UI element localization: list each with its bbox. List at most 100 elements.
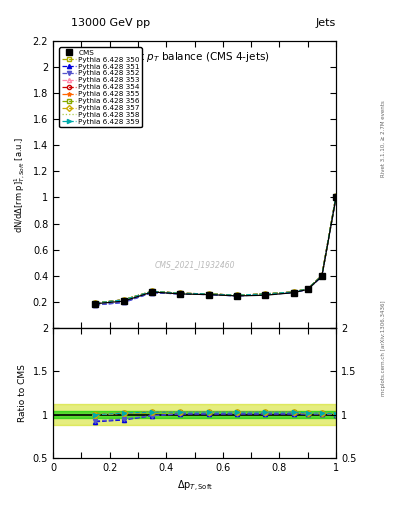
Pythia 6.428 356	[206, 291, 211, 297]
Pythia 6.428 350	[291, 289, 296, 295]
Pythia 6.428 357	[291, 289, 296, 295]
Line: Pythia 6.428 352: Pythia 6.428 352	[94, 196, 338, 307]
Pythia 6.428 351	[334, 195, 338, 201]
Pythia 6.428 358	[305, 286, 310, 292]
Pythia 6.428 351	[93, 302, 98, 308]
Pythia 6.428 354	[305, 286, 310, 292]
Pythia 6.428 355	[263, 291, 268, 297]
CMS	[121, 298, 126, 304]
CMS	[93, 301, 98, 307]
Pythia 6.428 352	[178, 291, 183, 297]
Pythia 6.428 355	[235, 292, 239, 298]
Pythia 6.428 358	[235, 292, 239, 298]
Pythia 6.428 352	[206, 291, 211, 297]
Pythia 6.428 354	[178, 290, 183, 296]
Pythia 6.428 352	[235, 293, 239, 299]
Pythia 6.428 352	[305, 286, 310, 292]
Pythia 6.428 359	[263, 291, 268, 297]
Pythia 6.428 356	[121, 297, 126, 303]
Pythia 6.428 357	[320, 272, 324, 279]
Pythia 6.428 352	[291, 290, 296, 296]
Pythia 6.428 353	[93, 300, 98, 306]
CMS	[320, 273, 324, 280]
Pythia 6.428 356	[93, 300, 98, 306]
CMS	[263, 292, 268, 298]
Pythia 6.428 359	[206, 291, 211, 297]
Text: CMS_2021_I1932460: CMS_2021_I1932460	[154, 260, 235, 269]
Pythia 6.428 355	[121, 297, 126, 303]
Line: Pythia 6.428 357: Pythia 6.428 357	[94, 194, 338, 305]
Text: mcplots.cern.ch [arXiv:1306.3436]: mcplots.cern.ch [arXiv:1306.3436]	[381, 301, 386, 396]
Pythia 6.428 358	[263, 291, 268, 297]
Text: Dijet $p_T$ balance (CMS 4-jets): Dijet $p_T$ balance (CMS 4-jets)	[119, 50, 270, 63]
Pythia 6.428 357	[178, 290, 183, 296]
Pythia 6.428 359	[291, 289, 296, 295]
Pythia 6.428 359	[150, 288, 154, 294]
Pythia 6.428 359	[305, 286, 310, 292]
Line: Pythia 6.428 353: Pythia 6.428 353	[94, 194, 338, 305]
Pythia 6.428 350	[206, 291, 211, 297]
Pythia 6.428 352	[263, 291, 268, 297]
Pythia 6.428 356	[178, 290, 183, 296]
Pythia 6.428 350	[263, 291, 268, 297]
Pythia 6.428 352	[150, 290, 154, 296]
Pythia 6.428 353	[291, 289, 296, 295]
Text: 13000 GeV pp: 13000 GeV pp	[71, 18, 150, 28]
Pythia 6.428 351	[178, 291, 183, 297]
Pythia 6.428 355	[150, 288, 154, 294]
Pythia 6.428 350	[235, 292, 239, 298]
Pythia 6.428 356	[150, 288, 154, 294]
Pythia 6.428 356	[235, 292, 239, 298]
Pythia 6.428 351	[305, 286, 310, 292]
Pythia 6.428 358	[93, 300, 98, 306]
Pythia 6.428 357	[334, 193, 338, 199]
X-axis label: $\Delta{\rm p}_{T,\rm Soft}$: $\Delta{\rm p}_{T,\rm Soft}$	[176, 479, 213, 494]
Pythia 6.428 351	[263, 291, 268, 297]
Pythia 6.428 350	[150, 288, 154, 294]
Pythia 6.428 354	[93, 300, 98, 306]
Pythia 6.428 355	[291, 289, 296, 295]
Pythia 6.428 354	[263, 291, 268, 297]
Pythia 6.428 358	[206, 291, 211, 297]
Pythia 6.428 355	[206, 291, 211, 297]
Line: Pythia 6.428 351: Pythia 6.428 351	[94, 196, 338, 307]
Pythia 6.428 350	[178, 290, 183, 296]
Pythia 6.428 355	[93, 300, 98, 306]
Pythia 6.428 351	[320, 273, 324, 280]
Pythia 6.428 353	[320, 272, 324, 279]
Pythia 6.428 356	[291, 289, 296, 295]
CMS	[235, 293, 239, 299]
Pythia 6.428 354	[121, 297, 126, 303]
Line: Pythia 6.428 355: Pythia 6.428 355	[94, 194, 338, 305]
Pythia 6.428 352	[93, 302, 98, 308]
Line: Pythia 6.428 359: Pythia 6.428 359	[94, 194, 338, 305]
Line: Pythia 6.428 354: Pythia 6.428 354	[94, 194, 338, 305]
Pythia 6.428 357	[263, 291, 268, 297]
Pythia 6.428 355	[305, 286, 310, 292]
Y-axis label: dN/dΔ[rm p]$_{T,Soft}^1$ [a.u.]: dN/dΔ[rm p]$_{T,Soft}^1$ [a.u.]	[13, 136, 27, 232]
CMS	[334, 195, 338, 201]
Pythia 6.428 354	[150, 288, 154, 294]
Pythia 6.428 357	[235, 292, 239, 298]
Pythia 6.428 350	[320, 272, 324, 279]
CMS	[291, 290, 296, 296]
Pythia 6.428 354	[206, 291, 211, 297]
Line: CMS: CMS	[93, 195, 339, 307]
Pythia 6.428 357	[93, 300, 98, 306]
Pythia 6.428 354	[320, 272, 324, 279]
Pythia 6.428 353	[121, 297, 126, 303]
Pythia 6.428 358	[178, 290, 183, 296]
Pythia 6.428 350	[305, 286, 310, 292]
Pythia 6.428 358	[291, 289, 296, 295]
Pythia 6.428 358	[150, 288, 154, 294]
Pythia 6.428 351	[206, 291, 211, 297]
Pythia 6.428 354	[334, 193, 338, 199]
Pythia 6.428 356	[334, 193, 338, 199]
Text: Jets: Jets	[316, 18, 336, 28]
Pythia 6.428 353	[178, 290, 183, 296]
Pythia 6.428 357	[206, 291, 211, 297]
Pythia 6.428 359	[235, 292, 239, 298]
Pythia 6.428 359	[334, 193, 338, 199]
Pythia 6.428 350	[121, 297, 126, 303]
Pythia 6.428 356	[305, 286, 310, 292]
